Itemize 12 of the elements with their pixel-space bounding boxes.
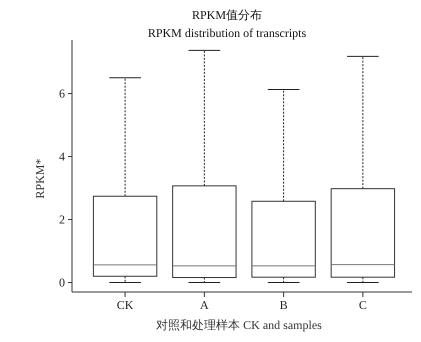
chart-title: RPKM值分布 [192,8,262,22]
y-tick-label: 2 [59,212,65,227]
x-axis-title: 对照和处理样本 CK and samples [156,318,322,332]
x-tick-label: A [200,298,210,312]
y-axis-title: RPKM* [33,158,47,199]
y-tick-label: 0 [59,276,65,290]
y-tick-label: 6 [59,86,65,101]
x-tick-label: CK [116,298,134,312]
chart-subtitle: RPKM distribution of transcripts [148,26,306,40]
y-tick-label: 4 [59,150,65,164]
x-tick-label: C [358,298,367,312]
x-tick-label: B [280,298,288,312]
